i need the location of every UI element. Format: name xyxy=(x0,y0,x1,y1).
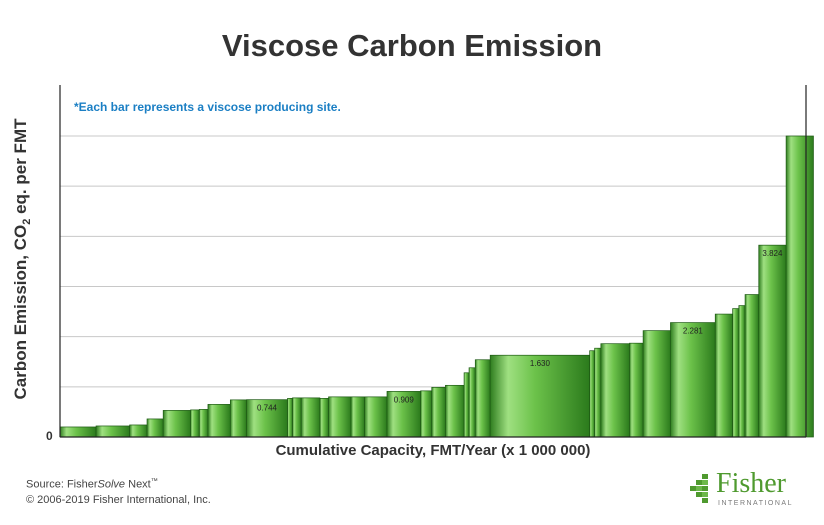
x-axis-label: Cumulative Capacity, FMT/Year (x 1 000 0… xyxy=(275,442,591,459)
logo-wordmark: Fisher xyxy=(716,468,786,499)
trademark-mark: ™ xyxy=(150,478,158,485)
bar xyxy=(714,313,733,438)
bar xyxy=(146,418,164,438)
bar xyxy=(785,135,814,438)
bar xyxy=(350,396,365,438)
bar xyxy=(198,409,209,438)
bar xyxy=(364,396,388,438)
bar xyxy=(292,397,302,438)
bar xyxy=(207,404,231,438)
bar xyxy=(594,347,602,438)
bar xyxy=(229,399,247,438)
bar xyxy=(300,397,321,438)
bar xyxy=(463,372,470,438)
bar xyxy=(474,359,491,438)
chart-annotation: *Each bar represents a viscose producing… xyxy=(74,100,341,114)
source-prefix: Source: Fisher xyxy=(26,478,98,491)
bar xyxy=(287,398,293,438)
data-label: 0.909 xyxy=(394,395,415,404)
bar xyxy=(445,384,465,438)
source-credit: Source: FisherSolve Next™ xyxy=(26,478,158,491)
bar xyxy=(420,390,433,438)
y-tick-label-zero: 0 xyxy=(46,429,53,443)
bar xyxy=(670,322,716,438)
bar xyxy=(319,398,329,438)
bar xyxy=(642,330,671,438)
bars xyxy=(59,135,814,438)
source-product: Solve xyxy=(97,478,126,491)
data-label: 2.281 xyxy=(683,327,704,336)
bar xyxy=(732,308,740,438)
bar xyxy=(489,354,591,438)
bar xyxy=(744,294,760,438)
fisher-logo: Fisher INTERNATIONAL xyxy=(690,468,810,512)
data-labels: 0.744 0.909 1.630 2.281 3.824 xyxy=(257,249,783,413)
data-label: 0.744 xyxy=(257,404,278,413)
bar xyxy=(589,350,595,438)
bar xyxy=(328,396,352,438)
bar xyxy=(629,342,644,438)
bar xyxy=(129,424,148,438)
source-suffix: Next xyxy=(125,478,151,491)
axes xyxy=(59,85,807,438)
bar xyxy=(386,391,421,438)
bar xyxy=(431,386,446,438)
data-label: 1.630 xyxy=(530,359,551,368)
copyright: © 2006-2019 Fisher International, Inc. xyxy=(26,494,211,506)
bar xyxy=(600,343,630,438)
bar xyxy=(758,244,787,438)
bar xyxy=(468,367,476,438)
bar xyxy=(95,425,130,438)
logo-mark-icon xyxy=(690,474,708,503)
bar xyxy=(162,410,191,438)
chart-plot-area: 0.744 0.909 1.630 2.281 3.824 xyxy=(59,85,814,438)
logo-subtitle: INTERNATIONAL xyxy=(718,500,793,507)
data-label: 3.824 xyxy=(762,249,783,258)
chart-title: Viscose Carbon Emission xyxy=(221,28,603,63)
bar xyxy=(190,409,200,438)
bar xyxy=(738,305,746,438)
bar xyxy=(59,426,97,438)
